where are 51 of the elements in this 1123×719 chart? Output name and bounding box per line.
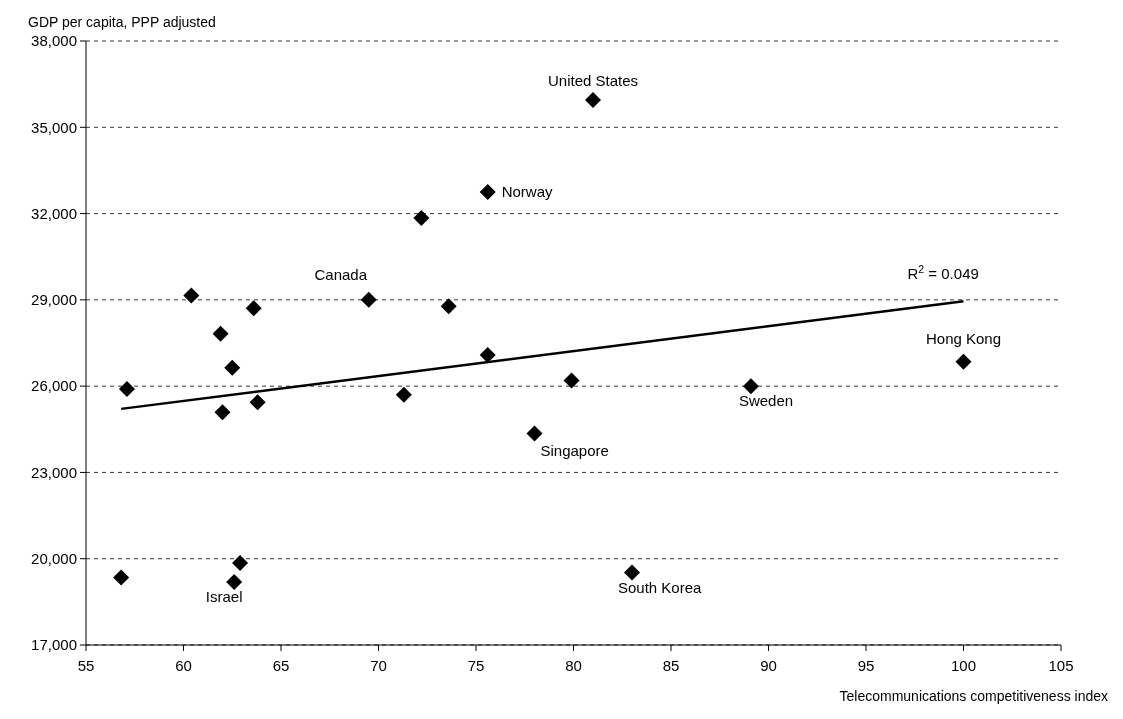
point (440, 298, 457, 315)
annotation: Sweden (738, 392, 794, 410)
x-tick-label: 60 (175, 657, 192, 674)
x-tick-label: 80 (565, 657, 582, 674)
y-tick-label: 17,000 (31, 636, 77, 654)
point (742, 378, 759, 395)
annotation: South Korea (618, 578, 703, 596)
y-tick-label: 38,000 (31, 32, 77, 50)
point (113, 569, 130, 586)
x-tick-label: 55 (77, 657, 95, 674)
point (563, 372, 580, 389)
x-axis-title: Telecommunications competitiveness index (839, 688, 1108, 704)
y-tick-label: 32,000 (31, 204, 77, 222)
x-tick-label: 100 (950, 657, 977, 674)
point (212, 325, 229, 342)
point (585, 91, 601, 108)
annotation: Canada (314, 265, 368, 283)
point (232, 555, 249, 572)
point (249, 394, 266, 411)
x-tick-label: 95 (857, 657, 875, 674)
point (955, 353, 972, 370)
point (624, 564, 640, 581)
x-tick-label: 70 (370, 657, 387, 674)
x-tick-label: 90 (760, 657, 777, 674)
y-tick-label: 35,000 (31, 118, 77, 136)
point (183, 287, 200, 304)
y-axis-title: GDP per capita, PPP adjusted (28, 14, 216, 30)
y-tick-label: 29,000 (31, 291, 77, 309)
x-tick-label: 75 (467, 657, 485, 674)
point (118, 381, 135, 398)
annotation: R$^{2}$ = 0.049 (907, 263, 979, 283)
point (479, 184, 496, 200)
y-tick-label: 20,000 (31, 549, 77, 567)
point (395, 386, 412, 403)
point (413, 209, 430, 226)
point (226, 574, 243, 591)
y-tick-label: 26,000 (31, 377, 77, 395)
point (360, 291, 377, 308)
point (245, 300, 262, 317)
annotation: United States (547, 71, 639, 89)
annotation: Israel (205, 588, 243, 606)
x-tick-label: 65 (272, 657, 290, 674)
annotation: Norway (501, 183, 554, 200)
x-tick-label: 85 (662, 657, 680, 674)
point (214, 404, 231, 421)
x-tick-label: 105 (1048, 657, 1074, 674)
point (526, 425, 543, 442)
point (224, 359, 241, 376)
annotation: Singapore (540, 441, 609, 459)
y-tick-label: 23,000 (31, 463, 77, 481)
annotation: Hong Kong (925, 329, 1002, 347)
